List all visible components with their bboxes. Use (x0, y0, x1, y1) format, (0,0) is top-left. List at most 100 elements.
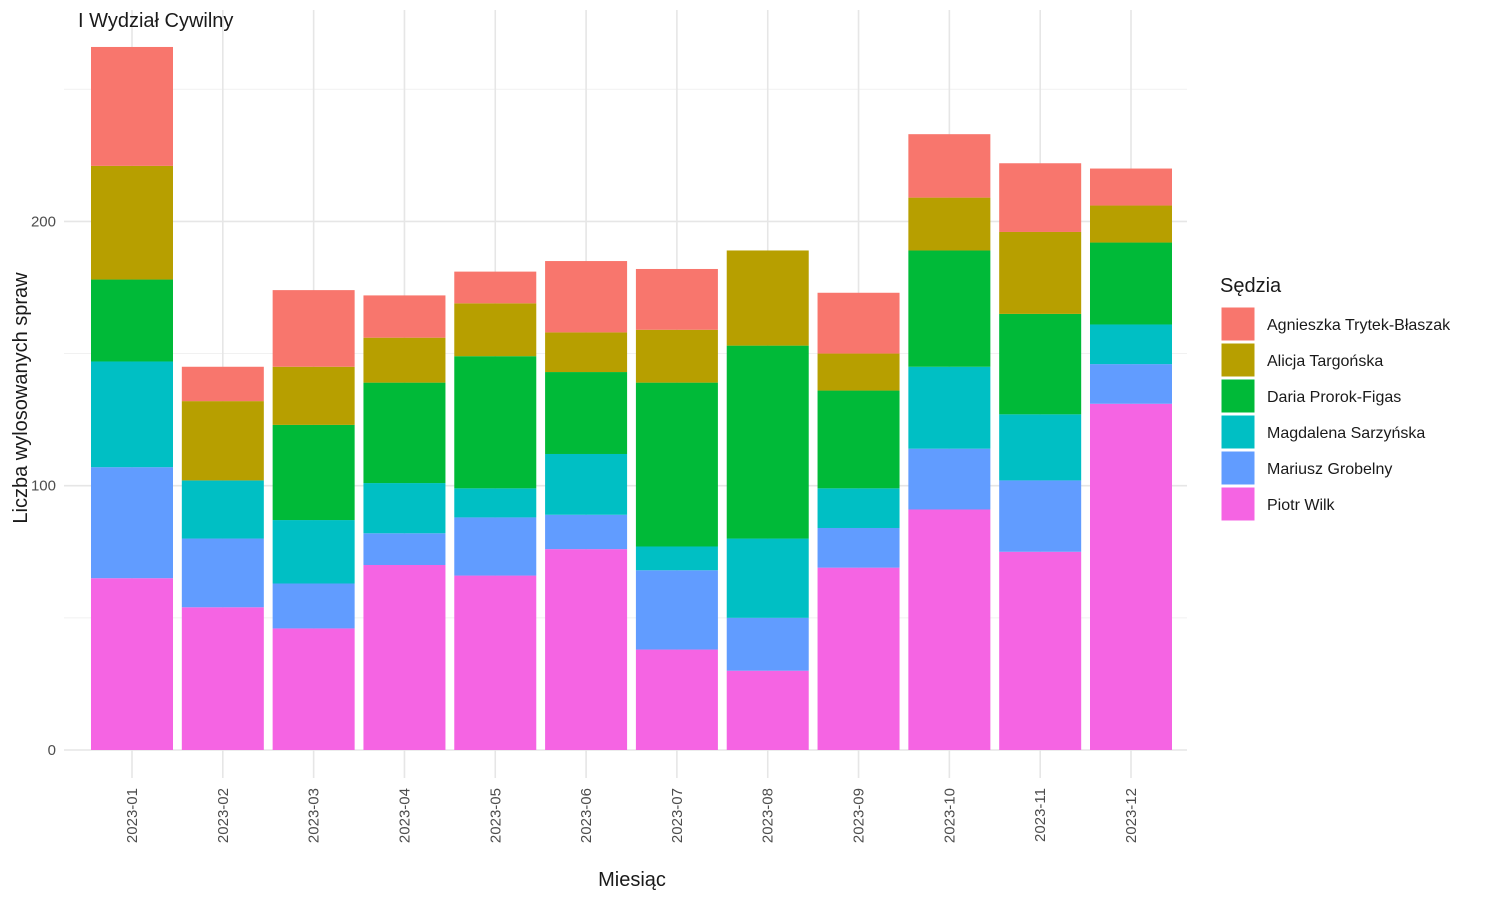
x-tick-label: 2023-09 (851, 788, 868, 843)
bar-segment (726, 670, 809, 750)
bar-segment (999, 231, 1082, 314)
x-tick-label: 2023-02 (215, 788, 232, 843)
bar-segment (999, 414, 1082, 481)
x-tick-label: 2023-10 (941, 788, 958, 843)
bar-segment (635, 570, 718, 650)
legend-label: Mariusz Grobelny (1267, 461, 1392, 478)
bar-segment (1090, 168, 1172, 206)
bars (91, 46, 1172, 750)
bar-segment (272, 583, 355, 629)
bar-segment (817, 527, 900, 568)
bar-segment (91, 467, 173, 579)
bar-segment (908, 197, 991, 251)
bar-segment (1090, 205, 1172, 243)
x-tick-label: 2023-05 (487, 788, 504, 843)
bar-segment (363, 483, 446, 534)
bar-segment (91, 279, 173, 362)
x-tick-label: 2023-06 (578, 788, 595, 843)
legend-label: Alicja Targońska (1267, 353, 1383, 370)
bar-segment (181, 480, 264, 539)
bar-segment (908, 448, 991, 510)
legend-label: Daria Prorok-Figas (1267, 389, 1401, 406)
bar-segment (726, 617, 809, 671)
x-tick-label: 2023-07 (669, 788, 686, 843)
bar-segment (91, 46, 173, 166)
legend: Sędzia Agnieszka Trytek-Błaszak Alicja Ta… (1220, 275, 1451, 522)
chart-title: I Wydział Cywilny (78, 10, 233, 32)
legend-swatch (1220, 486, 1256, 522)
bar-segment (363, 337, 446, 383)
bar-segment (545, 453, 628, 515)
bar-segment (272, 628, 355, 750)
bar-segment (635, 268, 718, 330)
x-tick-label: 2023-12 (1123, 788, 1140, 843)
bar-segment (726, 538, 809, 618)
bar-segment (726, 250, 809, 346)
x-axis-title: Miesiąc (598, 869, 666, 891)
bar-segment (91, 165, 173, 280)
bar-segment (999, 313, 1082, 415)
x-tick-label: 2023-03 (306, 788, 323, 843)
bar-segment (272, 366, 355, 425)
bar-segment (1090, 364, 1172, 404)
bar-segment (454, 517, 537, 576)
y-axis-title: Liczba wylosowanych spraw (10, 272, 32, 524)
legend-swatch (1220, 378, 1256, 414)
bar-segment (817, 567, 900, 750)
bar-segment (908, 509, 991, 750)
bar-segment (999, 163, 1082, 232)
bar-segment (545, 514, 628, 550)
bar-segment (908, 366, 991, 449)
bar-segment (1090, 242, 1172, 325)
bar-segment (91, 361, 173, 468)
bar-segment (908, 134, 991, 198)
bar-segment (181, 607, 264, 750)
bar-segment (272, 520, 355, 584)
legend-swatch (1220, 306, 1256, 342)
y-tick-label: 100 (31, 478, 56, 495)
bar-segment (635, 546, 718, 571)
bar-segment (545, 261, 628, 333)
bar-segment (363, 295, 446, 338)
y-axis-ticks: 0 100 200 (31, 213, 56, 759)
bar-segment (454, 303, 537, 357)
bar-segment (726, 345, 809, 539)
legend-swatch (1220, 414, 1256, 450)
legend-title: Sędzia (1220, 275, 1282, 297)
bar-segment (545, 549, 628, 750)
bar-segment (635, 382, 718, 547)
legend-swatch (1220, 342, 1256, 378)
bar-segment (545, 332, 628, 373)
bar-segment (635, 329, 718, 383)
x-tick-label: 2023-04 (396, 788, 413, 843)
bar-segment (272, 424, 355, 521)
y-tick-label: 0 (48, 742, 56, 759)
bar-segment (817, 353, 900, 391)
legend-swatch (1220, 450, 1256, 486)
bar-segment (454, 271, 537, 304)
bar-segment (635, 649, 718, 750)
legend-label: Magdalena Sarzyńska (1267, 425, 1425, 442)
x-tick-label: 2023-08 (760, 788, 777, 843)
x-tick-label: 2023-11 (1032, 788, 1049, 842)
bar-segment (363, 564, 446, 750)
bar-segment (545, 372, 628, 454)
bar-segment (91, 578, 173, 750)
y-tick-label: 200 (31, 213, 56, 230)
legend-label: Agnieszka Trytek-Błaszak (1267, 317, 1451, 334)
bar-segment (999, 551, 1082, 750)
bar-segment (908, 250, 991, 367)
bar-segment (181, 401, 264, 481)
bar-segment (181, 366, 264, 402)
bar-segment (272, 290, 355, 367)
bar-segment (817, 488, 900, 528)
legend-label: Piotr Wilk (1267, 497, 1336, 514)
bar-segment (1090, 324, 1172, 365)
bar-segment (454, 488, 537, 518)
bar-segment (454, 356, 537, 489)
bar-segment (363, 382, 446, 484)
x-tick-label: 2023-01 (124, 788, 141, 843)
bar-segment (363, 533, 446, 565)
bar-segment (817, 292, 900, 354)
